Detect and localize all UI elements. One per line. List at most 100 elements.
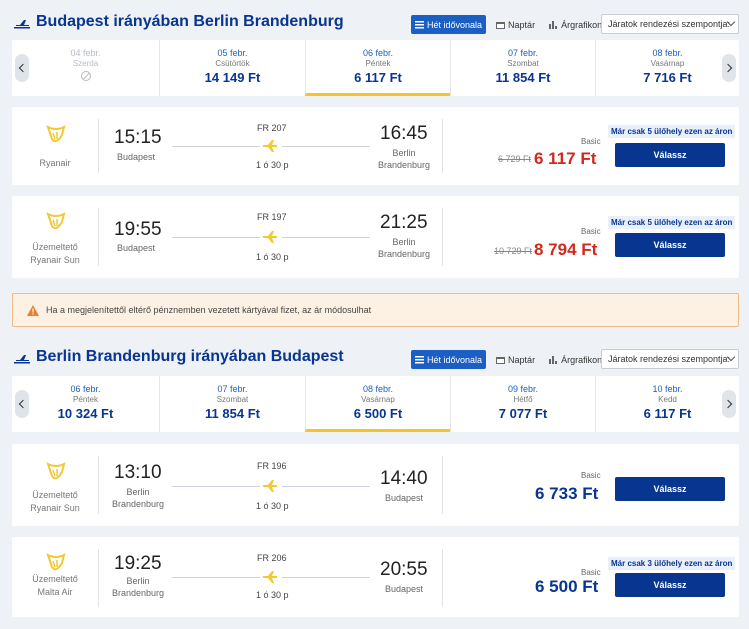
route-line	[172, 237, 260, 238]
prev-dates-button[interactable]	[15, 54, 29, 82]
chevron-right-icon	[723, 399, 733, 409]
date-option[interactable]: 07 febr. Szombat 11 854 Ft	[159, 376, 305, 432]
divider	[442, 549, 443, 607]
flight-card[interactable]: Üzemeltető Malta Air 19:25 Berlin Brandenb…	[12, 537, 739, 617]
flight-card[interactable]: Üzemeltető Ryanair Sun 13:10 Berlin Brande…	[12, 444, 739, 526]
departure-city: Budapest	[116, 152, 156, 162]
tab-week-timeline[interactable]: Hét idővonala	[411, 350, 487, 369]
departure-time: 19:25	[114, 553, 162, 574]
divider	[98, 549, 99, 607]
price: 6 117 Ft	[534, 149, 597, 168]
date-option[interactable]: 06 febr. Péntek 10 324 Ft	[57, 384, 114, 421]
airline: Üzemeltető Malta Air	[12, 537, 98, 617]
plane-icon	[263, 140, 277, 152]
prev-dates-button[interactable]	[15, 390, 29, 418]
seats-left-badge: Már csak 3 ülőhely ezen az áron	[608, 557, 736, 570]
arrival-time: 14:40	[380, 468, 428, 489]
plane-icon	[263, 231, 277, 243]
route-line	[282, 486, 370, 487]
chevron-right-icon	[723, 63, 733, 73]
select-flight-button[interactable]: Válassz	[615, 233, 725, 257]
airline: Üzemeltető Ryanair Sun	[12, 444, 98, 526]
bar-chart-icon	[549, 20, 558, 29]
route-line	[172, 577, 260, 578]
price: 8 794 Ft	[534, 240, 598, 259]
outbound-header: Budapest irányában Berlin Brandenburg Hé…	[0, 10, 749, 40]
date-option[interactable]: 08 febr. Vasárnap 7 716 Ft	[595, 40, 739, 96]
departure-city: Berlin Brandenburg	[111, 576, 165, 598]
tab-calendar[interactable]: Naptár	[492, 15, 539, 34]
arrival-city: Berlin Brandenburg	[377, 237, 431, 259]
section-title: Berlin Brandenburg irányában Budapest	[36, 348, 344, 365]
date-strip: 06 febr. Péntek 10 324 Ft 07 febr. Szomb…	[12, 376, 739, 432]
date-option: 04 febr. Szerda	[12, 40, 159, 96]
route-line	[282, 577, 370, 578]
date-option-selected[interactable]: 08 febr. Vasárnap 6 500 Ft	[305, 376, 450, 432]
route-line	[282, 237, 370, 238]
arrival-city: Berlin Brandenburg	[377, 148, 431, 170]
flight-number: FR 206	[257, 553, 287, 563]
divider	[98, 119, 99, 173]
duration: 1 ó 30 p	[256, 160, 289, 170]
departure-city: Budapest	[116, 243, 156, 253]
tab-calendar[interactable]: Naptár	[492, 350, 539, 369]
divider	[442, 119, 443, 173]
arrival-time: 20:55	[380, 559, 428, 580]
flight-number: FR 196	[257, 461, 287, 471]
calendar-icon	[496, 21, 506, 29]
select-flight-button[interactable]: Válassz	[615, 573, 725, 597]
tab-week-timeline[interactable]: Hét idővonala	[411, 15, 487, 34]
airline: Üzemeltető Ryanair Sun	[12, 196, 98, 278]
date-strip: 04 febr. Szerda 05 febr. Csütörtök 14 14…	[12, 40, 739, 96]
duration: 1 ó 30 p	[256, 501, 289, 511]
next-dates-button[interactable]	[722, 54, 736, 82]
seats-left-badge: Már csak 5 ülőhely ezen az áron	[608, 216, 736, 229]
list-icon	[415, 20, 424, 28]
ryanair-harp-logo	[46, 125, 66, 143]
list-icon	[415, 355, 424, 363]
fare-type: Basic	[581, 568, 601, 577]
view-tabs: Hét idővonala Naptár Árgrafikon	[411, 350, 606, 369]
departure-time: 13:10	[114, 462, 162, 483]
sort-select[interactable]: Járatok rendezési szempontja:	[601, 349, 739, 369]
route-line	[282, 146, 370, 147]
section-title: Budapest irányában Berlin Brandenburg	[36, 13, 344, 30]
plane-icon	[263, 571, 277, 583]
select-flight-button[interactable]: Válassz	[615, 143, 725, 167]
plane-icon	[263, 480, 277, 492]
select-flight-button[interactable]: Válassz	[615, 477, 725, 501]
duration: 1 ó 30 p	[256, 252, 289, 262]
next-dates-button[interactable]	[722, 390, 736, 418]
date-option[interactable]: 07 febr. Szombat 11 854 Ft	[450, 40, 595, 96]
plane-icon	[14, 20, 30, 29]
tab-price-chart[interactable]: Árgrafikon	[545, 350, 606, 369]
route-line	[172, 146, 260, 147]
sort-select[interactable]: Járatok rendezési szempontja:	[601, 14, 739, 34]
divider	[442, 456, 443, 514]
route-line	[172, 486, 260, 487]
flight-card[interactable]: Üzemeltető Ryanair Sun 19:55 Budapest FR …	[12, 196, 739, 278]
flight-number: FR 207	[257, 123, 287, 133]
arrival-city: Budapest	[384, 493, 424, 503]
date-option-selected[interactable]: 06 febr. Péntek 6 117 Ft	[305, 40, 450, 96]
ryanair-harp-logo	[46, 212, 66, 230]
fare-type: Basic	[581, 227, 601, 236]
date-option[interactable]: 10 febr. Kedd 6 117 Ft	[595, 376, 739, 432]
fare-type: Basic	[581, 137, 601, 146]
seats-left-badge: Már csak 5 ülőhely ezen az áron	[608, 125, 736, 138]
date-option[interactable]: 09 febr. Hétfő 7 077 Ft	[450, 376, 595, 432]
plane-icon	[14, 355, 30, 364]
date-option[interactable]: 05 febr. Csütörtök 14 149 Ft	[159, 40, 305, 96]
departure-city: Berlin Brandenburg	[111, 487, 165, 509]
arrival-time: 16:45	[380, 123, 428, 144]
old-price: 10 729 Ft	[494, 246, 533, 256]
bar-chart-icon	[549, 355, 558, 364]
ryanair-harp-logo	[46, 462, 66, 480]
old-price: 6 729 Ft	[498, 154, 532, 164]
flight-number: FR 197	[257, 212, 287, 222]
tab-price-chart[interactable]: Árgrafikon	[545, 15, 606, 34]
ryanair-harp-logo	[46, 553, 66, 571]
duration: 1 ó 30 p	[256, 590, 289, 600]
calendar-icon	[496, 356, 506, 364]
flight-card[interactable]: Ryanair 15:15 Budapest FR 207 1 ó 30 p 1…	[12, 107, 739, 185]
